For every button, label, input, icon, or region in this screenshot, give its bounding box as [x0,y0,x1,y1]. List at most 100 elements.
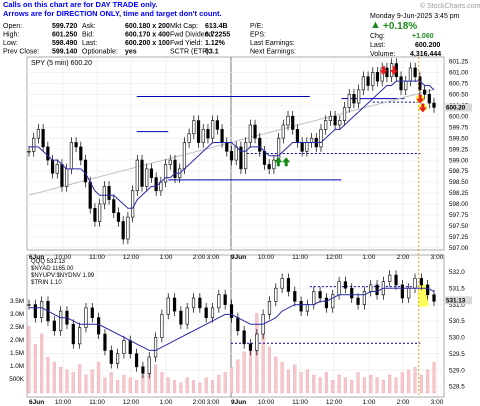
volume-bar [71,372,75,394]
price-candle [65,168,69,187]
stockcharts-watermark: © StockCharts.com [420,2,480,10]
x-tick-label: 1:00 [160,399,173,406]
qqq-candle [141,366,145,374]
price-panel: 601.25601.00600.75600.50600.25600.00599.… [26,56,472,252]
price-candle [324,120,328,130]
volume-bar [312,374,316,394]
qqq-candle [71,323,75,345]
field-value: 600.180 x 200 [125,23,170,30]
annotation-line-1: Calls on this chart are for DAY TRADE on… [3,0,157,9]
volume-bar [280,361,284,394]
price-candle [253,124,257,139]
price-candle [168,159,172,165]
y-tick-label: 529.5 [449,351,465,358]
volume-bar [154,364,158,394]
price-candle [140,159,144,187]
price-candle [319,129,323,148]
volume-bar [223,372,227,394]
price-candle [333,115,337,126]
volume-bar [293,364,297,394]
y-tick-label: 529.0 [449,367,465,374]
qqq-candle [229,304,234,318]
volume-bar [394,377,398,394]
price-candle [27,151,31,153]
qqq-candle [109,350,113,364]
y-tick-label: 597.75 [449,212,469,219]
y-tick-label: 598.00 [449,201,469,208]
field-label: Ask: [82,23,96,30]
volume-bar [350,379,354,394]
price-candle [309,137,314,143]
volume-bar [242,351,246,394]
qqq-candle [274,287,278,302]
y-tick-label: 598.25 [449,190,469,197]
last-value: 600.200 [415,42,440,49]
price-candle [418,76,422,91]
volume-bar [90,369,94,394]
qqq-candle [103,333,107,351]
qqq-candle [337,281,341,296]
qqq-candle [356,297,360,305]
volume-tick-label: 1.0M [10,363,24,370]
qqq-candle [160,314,164,338]
volume-bar [331,379,335,394]
volume-bar [65,369,69,394]
y-tick-label: 597.00 [449,245,469,252]
volume-bar [381,379,385,394]
price-candle [163,164,168,183]
field-value: 600.170 x 400 [125,32,170,39]
field-label: Prev Close: [3,49,39,56]
volume-bar [362,377,366,394]
volume-bar [179,382,183,394]
price-candle [69,142,73,170]
lower-panel: 532.0 531.5 531.0 530.5 530.0 529.5 529.0 528.5… [9,254,472,398]
y-tick-label: 601.00 [449,70,469,77]
price-candle [229,151,234,161]
field-value: 6.72255 [205,32,230,39]
field-label: Mkt Cap: [170,23,198,30]
x-tick-label: 11:00 [292,399,308,406]
qqq-candle [115,353,120,364]
lower-last-price-label: 531.13 [446,298,466,305]
volume-tick-label: 1.5M [10,350,24,357]
volume-tick-label: 2.0M [10,337,24,344]
header-panel [0,0,480,57]
qqq-candle [369,284,373,292]
volume-bar [166,377,170,394]
y-tick-label: 597.50 [449,223,469,230]
price-candle [225,142,229,152]
last-price-label: 600.20 [446,105,466,112]
qqq-candle [280,278,284,289]
volume-bar [128,377,132,394]
field-value: 613.4B [205,23,228,30]
price-candle [201,129,205,143]
qqq-candle [312,291,316,305]
x-tick-label: 2:00 [397,399,410,406]
qqq-candle [210,307,215,318]
down-arrow-icon [389,66,398,76]
volume-bar [426,369,430,394]
x-tick-label: 3:00 [207,254,220,261]
qqq-candle [90,307,94,318]
field-label: SCTR (ETF): [170,49,211,56]
price-candle [286,115,290,126]
price-panel-title: SPY (5 min) 600.20 [31,60,92,67]
price-candle [98,203,102,222]
price-candle [79,146,83,161]
price-candle [267,164,271,170]
x-tick-label: 10:00 [258,399,275,406]
price-candle [220,129,224,143]
price-candle [291,115,295,130]
qqq-candle [59,310,63,332]
x-tick-label: 10:00 [55,254,72,261]
volume-bar [413,367,417,394]
qqq-candle [394,274,398,286]
y-tick-label: 601.25 [449,59,469,66]
x-tick-label: 12:00 [326,399,343,406]
qqq-candle [134,353,139,368]
volume-bar [356,372,360,394]
up-triangle-icon: ▲ [370,19,381,31]
price-candle [206,129,210,139]
x-tick-label: 6Jun [29,399,44,406]
qqq-candle [40,300,44,318]
